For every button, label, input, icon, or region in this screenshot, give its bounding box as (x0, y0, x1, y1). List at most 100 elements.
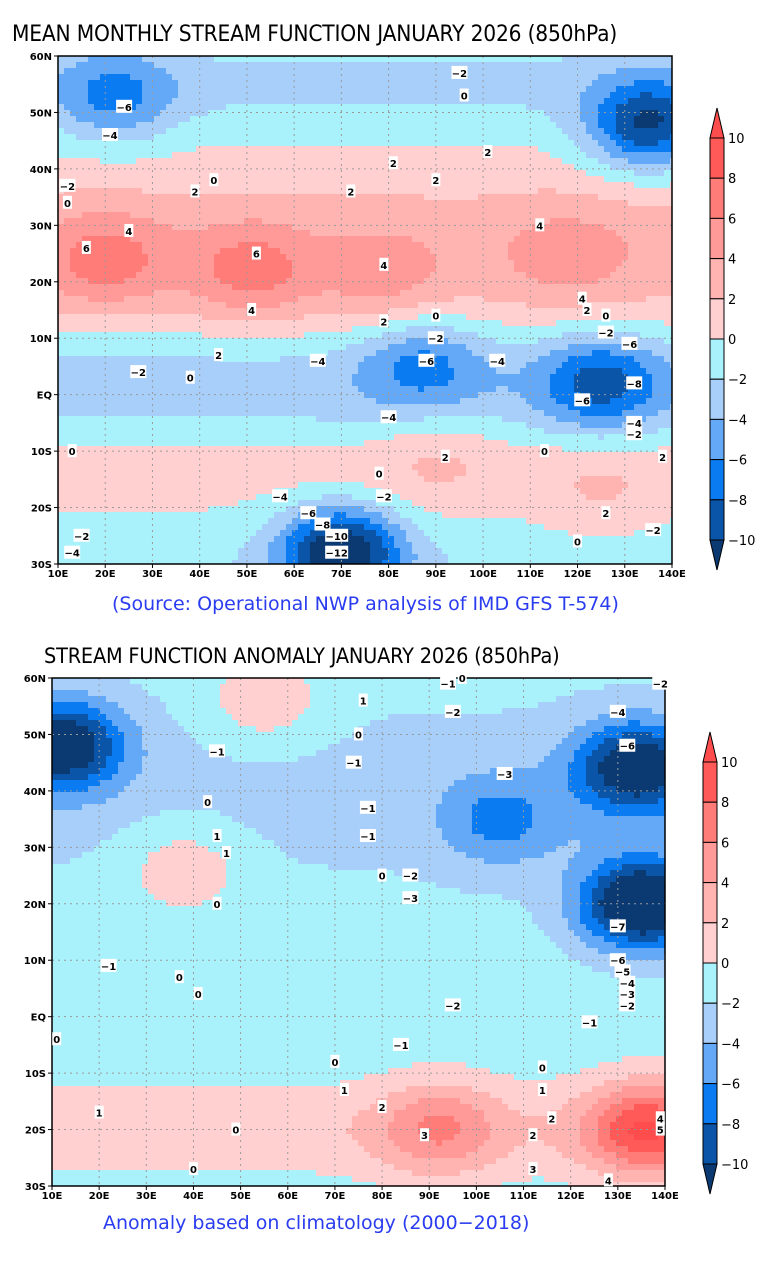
contour-label: −2 (131, 368, 146, 379)
contour-label: −8 (627, 379, 642, 390)
colorbar: 10 8 6 4 2 0 −2 −4 −6 −8 −10 (702, 731, 748, 1195)
contour-label-bg (59, 178, 76, 192)
graticule (52, 678, 665, 1186)
plot-frame (57, 55, 673, 565)
contour-labels: −10−210−2 −4−6−3−1−1−1−101100−2−3−7−6−5−4… (52, 671, 669, 1187)
x-tick-label: 40E (183, 1191, 204, 1202)
contour-label-bg (537, 1060, 547, 1074)
contour-label-bg (247, 303, 257, 316)
contour-label: −2 (653, 680, 668, 691)
contour-label: 0 (210, 176, 217, 187)
colorbar-segment (709, 499, 725, 541)
contour-label: 0 (379, 872, 386, 883)
colorbar-segment (702, 1042, 718, 1085)
contour-label-bg (573, 534, 583, 548)
contour-label-bg (619, 987, 636, 1001)
contour-label-bg (626, 415, 643, 429)
x-tick-label: 100E (463, 1191, 491, 1202)
contour-label: −8 (315, 520, 330, 531)
contour-label-bg (658, 449, 668, 463)
contour-label: 0 (214, 900, 221, 911)
contour-label-bg (314, 517, 331, 531)
contour-label-bg (431, 308, 441, 322)
contour-label: −1 (346, 759, 361, 770)
contour-label-bg (346, 184, 356, 198)
contour-label-bg (535, 218, 545, 232)
colorbar-segment (709, 378, 725, 420)
contour-label: 2 (379, 1103, 386, 1114)
contour-label-bg (459, 88, 469, 102)
colorbar-segment (709, 338, 725, 380)
x-tick-label: 30E (136, 1191, 157, 1202)
map2-panel: 10E 20E 30E 40E 50E 60E 70E 80E 90E 100E 110E 120E 1… (0, 670, 777, 1210)
contour-label: −7 (610, 922, 625, 933)
x-tick-label: 50E (237, 569, 258, 580)
y-tick-label: 10N (24, 956, 46, 967)
contour-label: 0 (541, 447, 548, 458)
contour-label-bg (483, 144, 493, 158)
colorbar-segment (709, 217, 725, 260)
contour-label-bg (62, 195, 72, 209)
contour-label: −1 (360, 832, 375, 843)
map1-title: MEAN MONTHLY STREAM FUNCTION JANUARY 202… (12, 22, 618, 47)
x-tick-label: 60E (284, 569, 305, 580)
contour-label-bg (325, 528, 349, 542)
contour-label: 0 (461, 92, 468, 103)
contour-label: −2 (376, 492, 391, 503)
contour-label-bg (124, 223, 134, 237)
colorbar-segment (709, 418, 725, 461)
contour-label-bg (431, 173, 441, 187)
map1-caption: (Source: Operational NWP analysis of IMD… (112, 593, 619, 615)
colorbar-label: 6 (721, 836, 729, 851)
y-tick-label: 20N (24, 900, 46, 911)
contour-label-bg (212, 896, 222, 910)
contour-label-bg (354, 727, 363, 741)
contour-label-bg (614, 964, 631, 978)
colorbar-label: 6 (728, 212, 736, 227)
contour-label: 2 (390, 159, 397, 170)
colorbar-label: 10 (721, 756, 738, 771)
contour-label-bg (231, 1122, 241, 1136)
contour-label: −4 (272, 492, 287, 503)
colorbar-segment (702, 761, 718, 803)
colorbar-segment (702, 882, 718, 924)
contour-label-bg (174, 970, 184, 984)
contour-label-bg (359, 829, 376, 843)
contour-label-bg (375, 489, 392, 503)
colorbar: 10 8 6 4 2 0 −2 −4 −6 −8 −10 (709, 107, 755, 571)
contour-label: 1 (360, 697, 367, 708)
contour-label-bg (374, 466, 384, 480)
contour-label: −2 (452, 69, 467, 80)
x-tick-label: 20E (89, 1191, 110, 1202)
contour-label-bg (539, 444, 549, 458)
contour-label: 5 (657, 1126, 664, 1137)
contour-label: 0 (459, 674, 466, 685)
contour-label: 4 (125, 227, 132, 238)
contour-label-bg (582, 303, 592, 316)
y-tick-label: 30S (31, 560, 52, 571)
contour-label: −2 (620, 1001, 635, 1012)
colorbar-arrow-bottom (709, 539, 725, 571)
contour-label: 0 (69, 447, 76, 458)
contour-label: 1 (539, 1086, 546, 1097)
x-tick-label: 10E (48, 569, 69, 580)
contour-label-bg (655, 1111, 665, 1125)
contour-label: 4 (657, 1114, 664, 1125)
contour-label-bg (597, 325, 614, 339)
contour-label: 4 (579, 295, 586, 306)
colorbar-segment (702, 801, 718, 843)
colorbar-label: −8 (728, 494, 747, 509)
contour-label: −2 (428, 334, 443, 345)
x-tick-label: 70E (331, 569, 352, 580)
contour-label: 0 (376, 470, 383, 481)
y-tick-label: 10S (31, 447, 52, 458)
contour-label: −2 (403, 872, 418, 883)
x-tick-label: 40E (189, 569, 210, 580)
contour-label-bg (528, 1128, 538, 1142)
y-tick-label: 20S (31, 504, 52, 515)
contour-label: −2 (74, 532, 89, 543)
contour-label: −2 (445, 1001, 460, 1012)
contour-label-bg (130, 365, 147, 379)
contour-label-bg (547, 1111, 557, 1125)
